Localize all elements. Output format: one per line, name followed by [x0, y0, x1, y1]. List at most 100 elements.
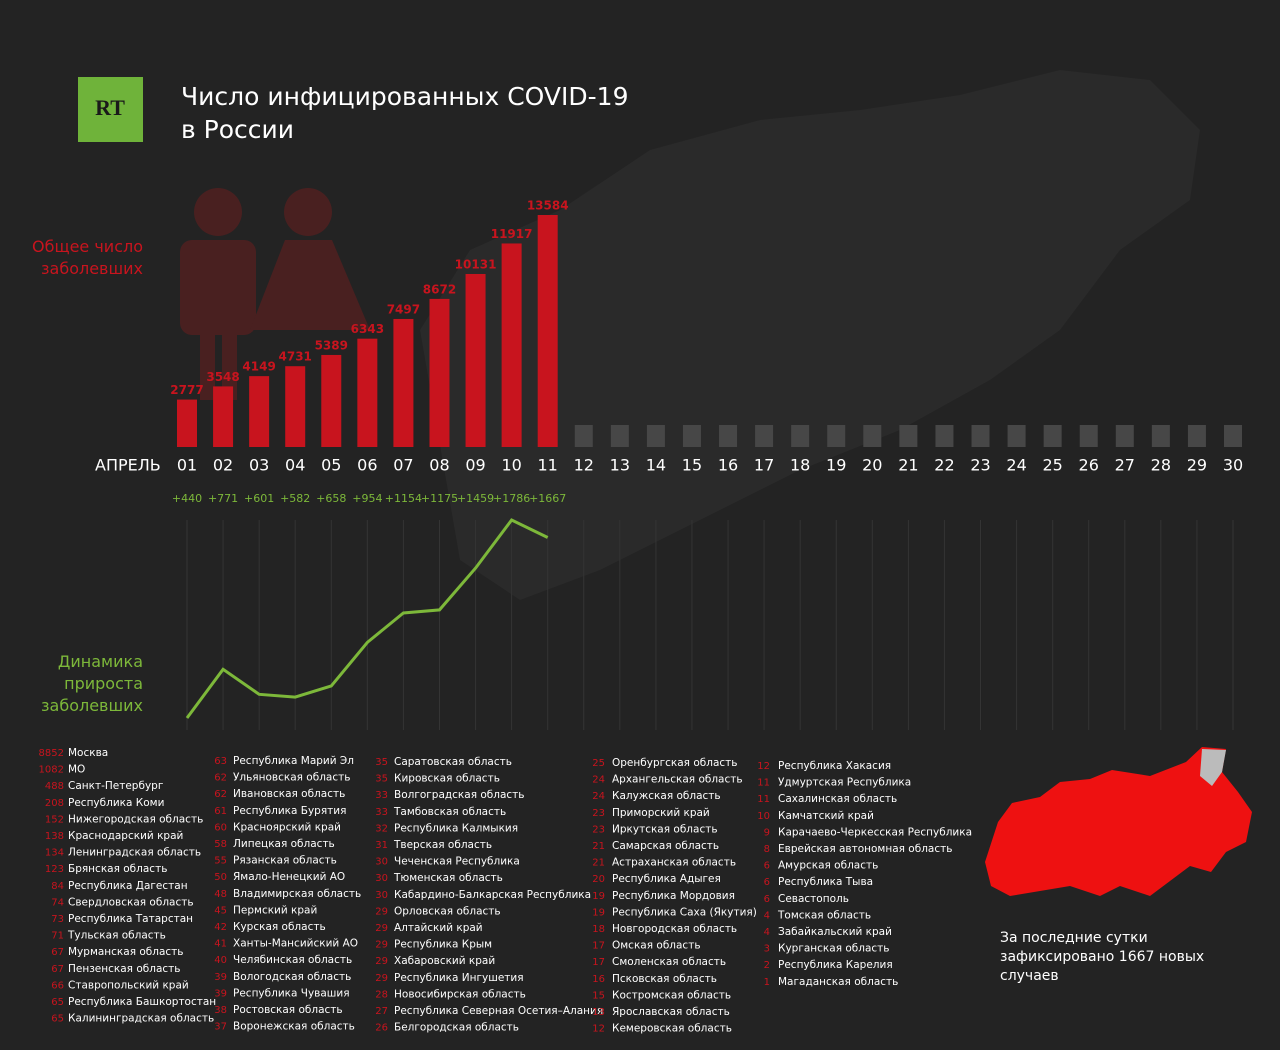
region-count: 29: [375, 973, 388, 984]
region-name: Ханты-Мансийский АО: [233, 938, 358, 950]
region-name: Орловская область: [394, 905, 501, 917]
value-label: 4149: [242, 360, 275, 374]
placeholder: [1043, 425, 1062, 447]
x-tick-label: 05: [321, 456, 341, 475]
region-count: 6: [764, 861, 770, 872]
people-silhouettes: [180, 188, 370, 400]
region-name: Тюменская область: [393, 872, 503, 884]
line-label: Динамика прироста заболевших: [41, 652, 143, 715]
background-map: [420, 70, 1200, 600]
x-tick-label: 02: [213, 456, 233, 475]
region-name: Республика Татарстан: [68, 913, 193, 925]
region-count: 4: [764, 910, 770, 921]
region-name: Республика Саха (Якутия): [612, 906, 757, 918]
region-name: Тамбовская область: [393, 806, 506, 818]
x-tick-label: 23: [970, 456, 990, 475]
region-name: Вологодская область: [233, 971, 351, 983]
region-count: 30: [375, 857, 388, 868]
region-count: 65: [51, 1014, 64, 1025]
x-tick-label: 24: [1006, 456, 1026, 475]
bar: [249, 376, 270, 447]
x-tick-label: 27: [1115, 456, 1135, 475]
region-name: Забайкальский край: [778, 926, 892, 938]
line: [185, 518, 549, 719]
region-name: Новгородская область: [612, 923, 737, 935]
region-count: 62: [214, 789, 227, 800]
region-count: 41: [214, 939, 227, 950]
region-name: Брянская область: [68, 863, 167, 875]
value-label: +440: [172, 492, 202, 505]
region-count: 30: [375, 890, 388, 901]
region-name: Белгородская область: [394, 1022, 519, 1034]
placeholder: [899, 425, 918, 447]
x-tick-label: 18: [790, 456, 810, 475]
placeholder: [646, 425, 665, 447]
region-count: 20: [592, 874, 605, 885]
region-count: 16: [592, 974, 605, 985]
region-name: Свердловская область: [68, 896, 194, 908]
region-count: 12: [757, 761, 770, 772]
region-count: 6: [764, 894, 770, 905]
region-count: 42: [214, 922, 227, 933]
region-count: 8852: [39, 748, 64, 759]
region-name: Саратовская область: [394, 756, 512, 768]
value-label: +601: [244, 492, 274, 505]
x-tick-label: 08: [429, 456, 449, 475]
region-name: Ростовская область: [233, 1004, 343, 1016]
region-name: Курганская область: [778, 943, 889, 955]
placeholder: [935, 425, 954, 447]
x-tick-label: 01: [177, 456, 197, 475]
placeholder: [1007, 425, 1026, 447]
region-name: Сахалинская область: [778, 793, 897, 805]
region-count: 27: [375, 1006, 388, 1017]
x-tick-label: 13: [610, 456, 630, 475]
region-count: 58: [214, 839, 227, 850]
region-name: Костромская область: [612, 989, 731, 1001]
region-name: Смоленская область: [612, 956, 726, 968]
region-count: 10: [757, 811, 770, 822]
bar: [213, 386, 234, 447]
region-count: 48: [214, 889, 227, 900]
region-count: 31: [375, 840, 388, 851]
region-name: Липецкая область: [233, 838, 335, 850]
region-count: 66: [51, 980, 64, 991]
region-count: 39: [214, 988, 227, 999]
region-name: Ставропольский край: [68, 979, 189, 991]
region-name: Рязанская область: [233, 855, 337, 867]
region-name: Республика Чувашия: [233, 987, 350, 999]
region-count: 67: [51, 964, 64, 975]
region-count: 6: [764, 877, 770, 888]
region-count: 15: [592, 990, 605, 1001]
region-count: 138: [45, 831, 64, 842]
region-name: Оренбургская область: [612, 757, 737, 769]
region-count: 74: [51, 897, 64, 908]
note: За последние сутки зафиксировано 1667 но…: [1000, 930, 1205, 984]
region-name: МО: [68, 764, 85, 776]
value-label: +582: [280, 492, 310, 505]
value-label: 5389: [315, 338, 348, 352]
value-label: +1459: [457, 492, 494, 505]
value-label: 10131: [455, 257, 497, 271]
region-count: 24: [592, 791, 605, 802]
value-label: +1786: [493, 492, 530, 505]
value-label: 4731: [279, 350, 312, 364]
x-tick-label: 04: [285, 456, 305, 475]
region-name: Пермский край: [233, 904, 317, 916]
axis-label: АПРЕЛЬ: [95, 456, 161, 475]
region-name: Магаданская область: [778, 976, 898, 988]
x-tick-label: 07: [393, 456, 413, 475]
value-label: 13584: [527, 199, 569, 213]
region-count: 40: [214, 955, 227, 966]
bar: [393, 318, 414, 447]
region-name: Архангельская область: [612, 774, 743, 786]
region-name: Омская область: [612, 940, 701, 952]
placeholder: [1187, 425, 1206, 447]
placeholder: [1151, 425, 1170, 447]
region-count: 25: [592, 758, 605, 769]
region-count: 23: [592, 808, 605, 819]
placeholder: [719, 425, 738, 447]
russia-map: [985, 747, 1252, 896]
region-name: Республика Тыва: [778, 876, 873, 888]
